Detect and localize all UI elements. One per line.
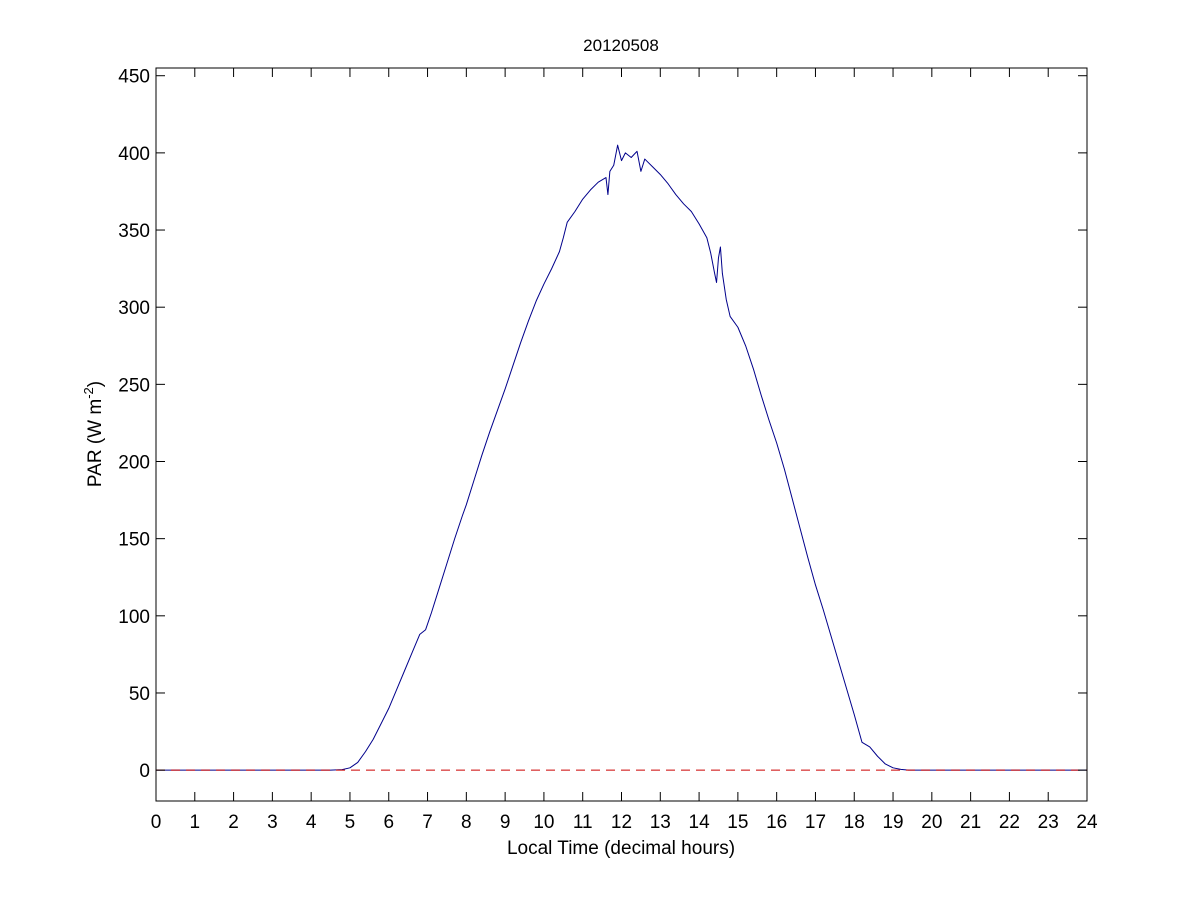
plot-area xyxy=(155,67,1088,802)
y-tick-label: 0 xyxy=(139,761,150,782)
y-tick-label: 350 xyxy=(118,221,150,242)
x-tick-label: 10 xyxy=(533,812,554,833)
y-tick-label: 400 xyxy=(118,144,150,165)
x-tick-label: 6 xyxy=(383,812,394,833)
x-tick-label: 7 xyxy=(422,812,433,833)
x-tick-label: 16 xyxy=(766,812,787,833)
x-tick-label: 13 xyxy=(650,812,671,833)
y-tick-label: 200 xyxy=(118,453,150,474)
x-tick-label: 18 xyxy=(844,812,865,833)
x-tick-label: 1 xyxy=(190,812,201,833)
x-tick-label: 15 xyxy=(727,812,748,833)
y-tick-label: 100 xyxy=(118,607,150,628)
x-axis-label: Local Time (decimal hours) xyxy=(507,838,735,859)
x-tick-label: 17 xyxy=(805,812,826,833)
x-tick-label: 2 xyxy=(228,812,239,833)
x-tick-label: 12 xyxy=(611,812,632,833)
series-layer xyxy=(156,144,1087,771)
x-tick-label: 22 xyxy=(999,812,1020,833)
x-tick-label: 4 xyxy=(306,812,317,833)
y-axis-label-prefix: PAR (W m xyxy=(85,399,106,487)
chart-title: 20120508 xyxy=(583,36,659,55)
x-tick-label: 11 xyxy=(573,812,593,833)
x-tick-label: 5 xyxy=(345,812,356,833)
x-tick-label: 20 xyxy=(921,812,942,833)
y-tick-label: 250 xyxy=(118,375,150,396)
x-tick-label: 8 xyxy=(461,812,472,833)
x-tick-label: 3 xyxy=(267,812,278,833)
x-tick-label: 24 xyxy=(1076,812,1098,833)
x-tick-label: 21 xyxy=(960,812,981,833)
series-line-1 xyxy=(156,144,1087,771)
x-tick-label: 9 xyxy=(500,812,511,833)
y-tick-label: 450 xyxy=(118,67,150,88)
y-axis-label: PAR (W m-2) xyxy=(81,381,106,487)
y-tick-label: 50 xyxy=(129,684,150,705)
y-tick-label: 300 xyxy=(118,298,150,319)
y-tick-label: 150 xyxy=(118,530,150,551)
x-tick-label: 23 xyxy=(1038,812,1059,833)
x-tick-label: 19 xyxy=(882,812,903,833)
ticks-layer: 0 1 2 3 4 5 6 7 8 9 10 11 12 13 14 15 16 17 18 19 20 21 22 23 24… xyxy=(118,67,1098,833)
x-tick-label: 14 xyxy=(689,812,711,833)
y-axis-label-suffix: ) xyxy=(85,381,106,387)
y-axis-label-superscript: -2 xyxy=(81,387,96,399)
x-tick-label: 0 xyxy=(151,812,162,833)
